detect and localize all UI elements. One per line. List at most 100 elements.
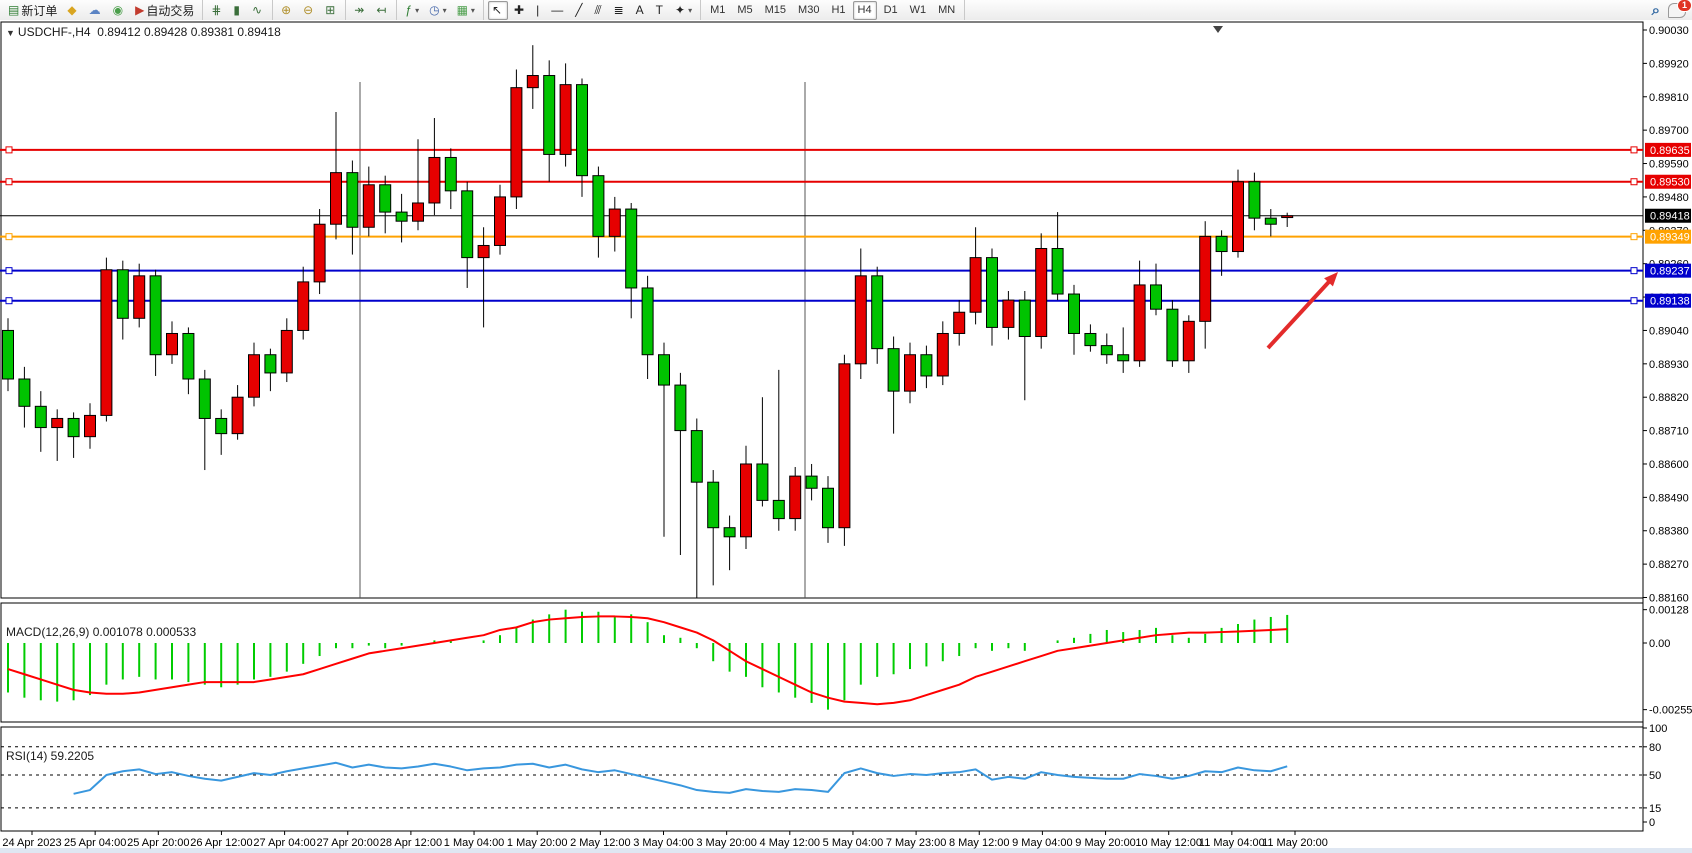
chevron-down-icon[interactable]: ▾ (442, 5, 447, 15)
crosshair-button[interactable]: ✚ (510, 1, 530, 20)
chart-shift-button[interactable]: ↤ (372, 1, 392, 20)
current-price-line-price-label: 0.89418 (1650, 211, 1690, 223)
chart-shift-marker[interactable] (1213, 26, 1223, 33)
bear-candle (871, 275, 884, 350)
symbol-ohlc: 0.89412 0.89428 0.89381 0.89418 (97, 25, 281, 39)
text-button[interactable]: A (632, 1, 650, 20)
pivot-line-price-label: 0.89349 (1650, 232, 1690, 244)
tile-windows-button[interactable]: ⊞ (321, 1, 341, 20)
bull-candle (1232, 181, 1244, 253)
timeframe-m5[interactable]: M5 (737, 4, 753, 16)
text-label-button[interactable]: T (652, 1, 669, 20)
line-chart-button[interactable]: ∿ (248, 1, 268, 20)
pivot-line-handle[interactable] (1630, 233, 1638, 241)
trendline-button[interactable]: ╱ (571, 1, 588, 20)
pivot-line-handle[interactable] (5, 233, 13, 241)
time-tick-label: 24 Apr 2023 (2, 837, 61, 849)
autotrading-button[interactable]: ▶ 自动交易 (131, 1, 198, 20)
chart-area[interactable]: 0.90030 0.89920 0.89810 0.89700 0.89590 0.894… (0, 20, 1692, 853)
bear-candle (822, 487, 834, 529)
bear-candle (986, 257, 998, 328)
timeframe-m1[interactable]: M1 (710, 4, 726, 16)
horizontal-line-button[interactable]: — (547, 1, 569, 20)
bull-candle (248, 354, 260, 398)
resistance-line-2-price-flag (1645, 174, 1691, 189)
timeframe-h4[interactable]: H4 (852, 0, 877, 20)
timeframe-d1[interactable]: D1 (883, 4, 898, 16)
symbol-dropdown-icon[interactable]: ▼ (6, 28, 15, 38)
vertical-line-button[interactable]: | (532, 1, 545, 20)
text-label-icon: T (655, 3, 663, 17)
support-line-2-handle[interactable] (5, 297, 13, 305)
resistance-line-2-handle[interactable] (5, 178, 13, 186)
autotrading-button-label: 自动交易 (146, 3, 195, 18)
cursor-button[interactable]: ↖ (487, 0, 508, 20)
bull-candle (838, 363, 851, 529)
bull-candle (313, 223, 326, 283)
support-line-1-handle[interactable] (1630, 267, 1638, 275)
text-icon: A (635, 3, 644, 17)
profile-button[interactable]: ☁ (85, 1, 107, 20)
line-chart-icon: ∿ (252, 3, 263, 17)
status-strip (0, 848, 1692, 853)
zoom-out-icon: ⊖ (303, 3, 314, 17)
channel-button[interactable]: ⫻ (590, 1, 607, 20)
support-line-1-handle[interactable] (5, 267, 13, 275)
rsi-layer (1, 746, 1643, 809)
fibonacci-button[interactable]: ≣ (610, 1, 630, 20)
arrows-tool-button[interactable]: ✦ ▾ (671, 1, 696, 20)
timeframe-w1[interactable]: W1 (909, 4, 927, 16)
bear-candle (182, 332, 195, 380)
time-tick-label: 9 May 20:00 (1075, 837, 1136, 849)
rsi-tick-label: 15 (1649, 803, 1661, 815)
bear-candle (1117, 354, 1130, 362)
resistance-line-2-handle[interactable] (1630, 178, 1638, 186)
bull-candle (133, 275, 146, 319)
periods-button[interactable]: ◷ ▾ (425, 1, 451, 20)
bar-chart-button[interactable]: ⋕ (207, 1, 227, 20)
bear-candle (723, 527, 736, 538)
bear-candle (1068, 293, 1080, 334)
price-tick-label: 0.89810 (1649, 92, 1689, 104)
timeframe-mn[interactable]: MN (938, 4, 956, 16)
new-order-button[interactable]: ▤ 新订单 (4, 1, 61, 20)
auto-scroll-button[interactable]: ↠ (350, 1, 370, 20)
bull-candle (1002, 299, 1015, 328)
timeframe-m30[interactable]: M30 (798, 4, 820, 16)
current-price-line-price-flag (1645, 208, 1691, 223)
zoom-out-button[interactable]: ⊖ (299, 1, 319, 20)
candlestick-button[interactable]: ▮ (229, 1, 246, 20)
templates-button[interactable]: ▦ ▾ (453, 1, 479, 20)
timeframe-m15[interactable]: M15 (764, 4, 787, 16)
zoom-in-button[interactable]: ⊕ (277, 1, 297, 20)
chart-svg[interactable]: 0.90030 0.89920 0.89810 0.89700 0.89590 0.894… (0, 20, 1692, 853)
indicators-button[interactable]: ƒ ▾ (401, 1, 423, 20)
macd-tick-label: 0.00 (1649, 638, 1670, 650)
resistance-line-1-handle[interactable] (5, 146, 13, 154)
deposit-button[interactable]: ◆ (63, 1, 82, 20)
bull-candle (1133, 284, 1146, 362)
chat-icon[interactable]: 1 (1668, 0, 1692, 18)
periods-icon: ◷ (429, 3, 440, 17)
tile-windows-icon: ⊞ (325, 3, 336, 17)
zoom-in-icon: ⊕ (281, 3, 292, 17)
price-tick-label: 0.89920 (1649, 58, 1689, 70)
bull-candle (904, 354, 916, 392)
chevron-down-icon[interactable]: ▾ (470, 5, 475, 15)
candles-layer[interactable] (2, 45, 1294, 598)
search-icon[interactable]: ⌕ (1651, 1, 1660, 19)
bull-candle (559, 84, 572, 155)
chevron-down-icon[interactable]: ▾ (688, 5, 693, 15)
support-line-2-handle[interactable] (1630, 297, 1638, 305)
trend-arrow-head[interactable] (1324, 272, 1338, 287)
chevron-down-icon[interactable]: ▾ (415, 5, 420, 15)
resistance-line-1-handle[interactable] (1630, 146, 1638, 154)
signals-button[interactable]: ◉ (109, 1, 129, 20)
indicators-icon: ƒ (405, 3, 413, 17)
bear-candle (690, 430, 703, 483)
trend-arrow[interactable] (1266, 276, 1335, 350)
timeframe-h1[interactable]: H1 (831, 4, 846, 16)
price-tick-label: 0.89590 (1649, 159, 1689, 171)
time-tick-label: 9 May 04:00 (1012, 837, 1073, 849)
